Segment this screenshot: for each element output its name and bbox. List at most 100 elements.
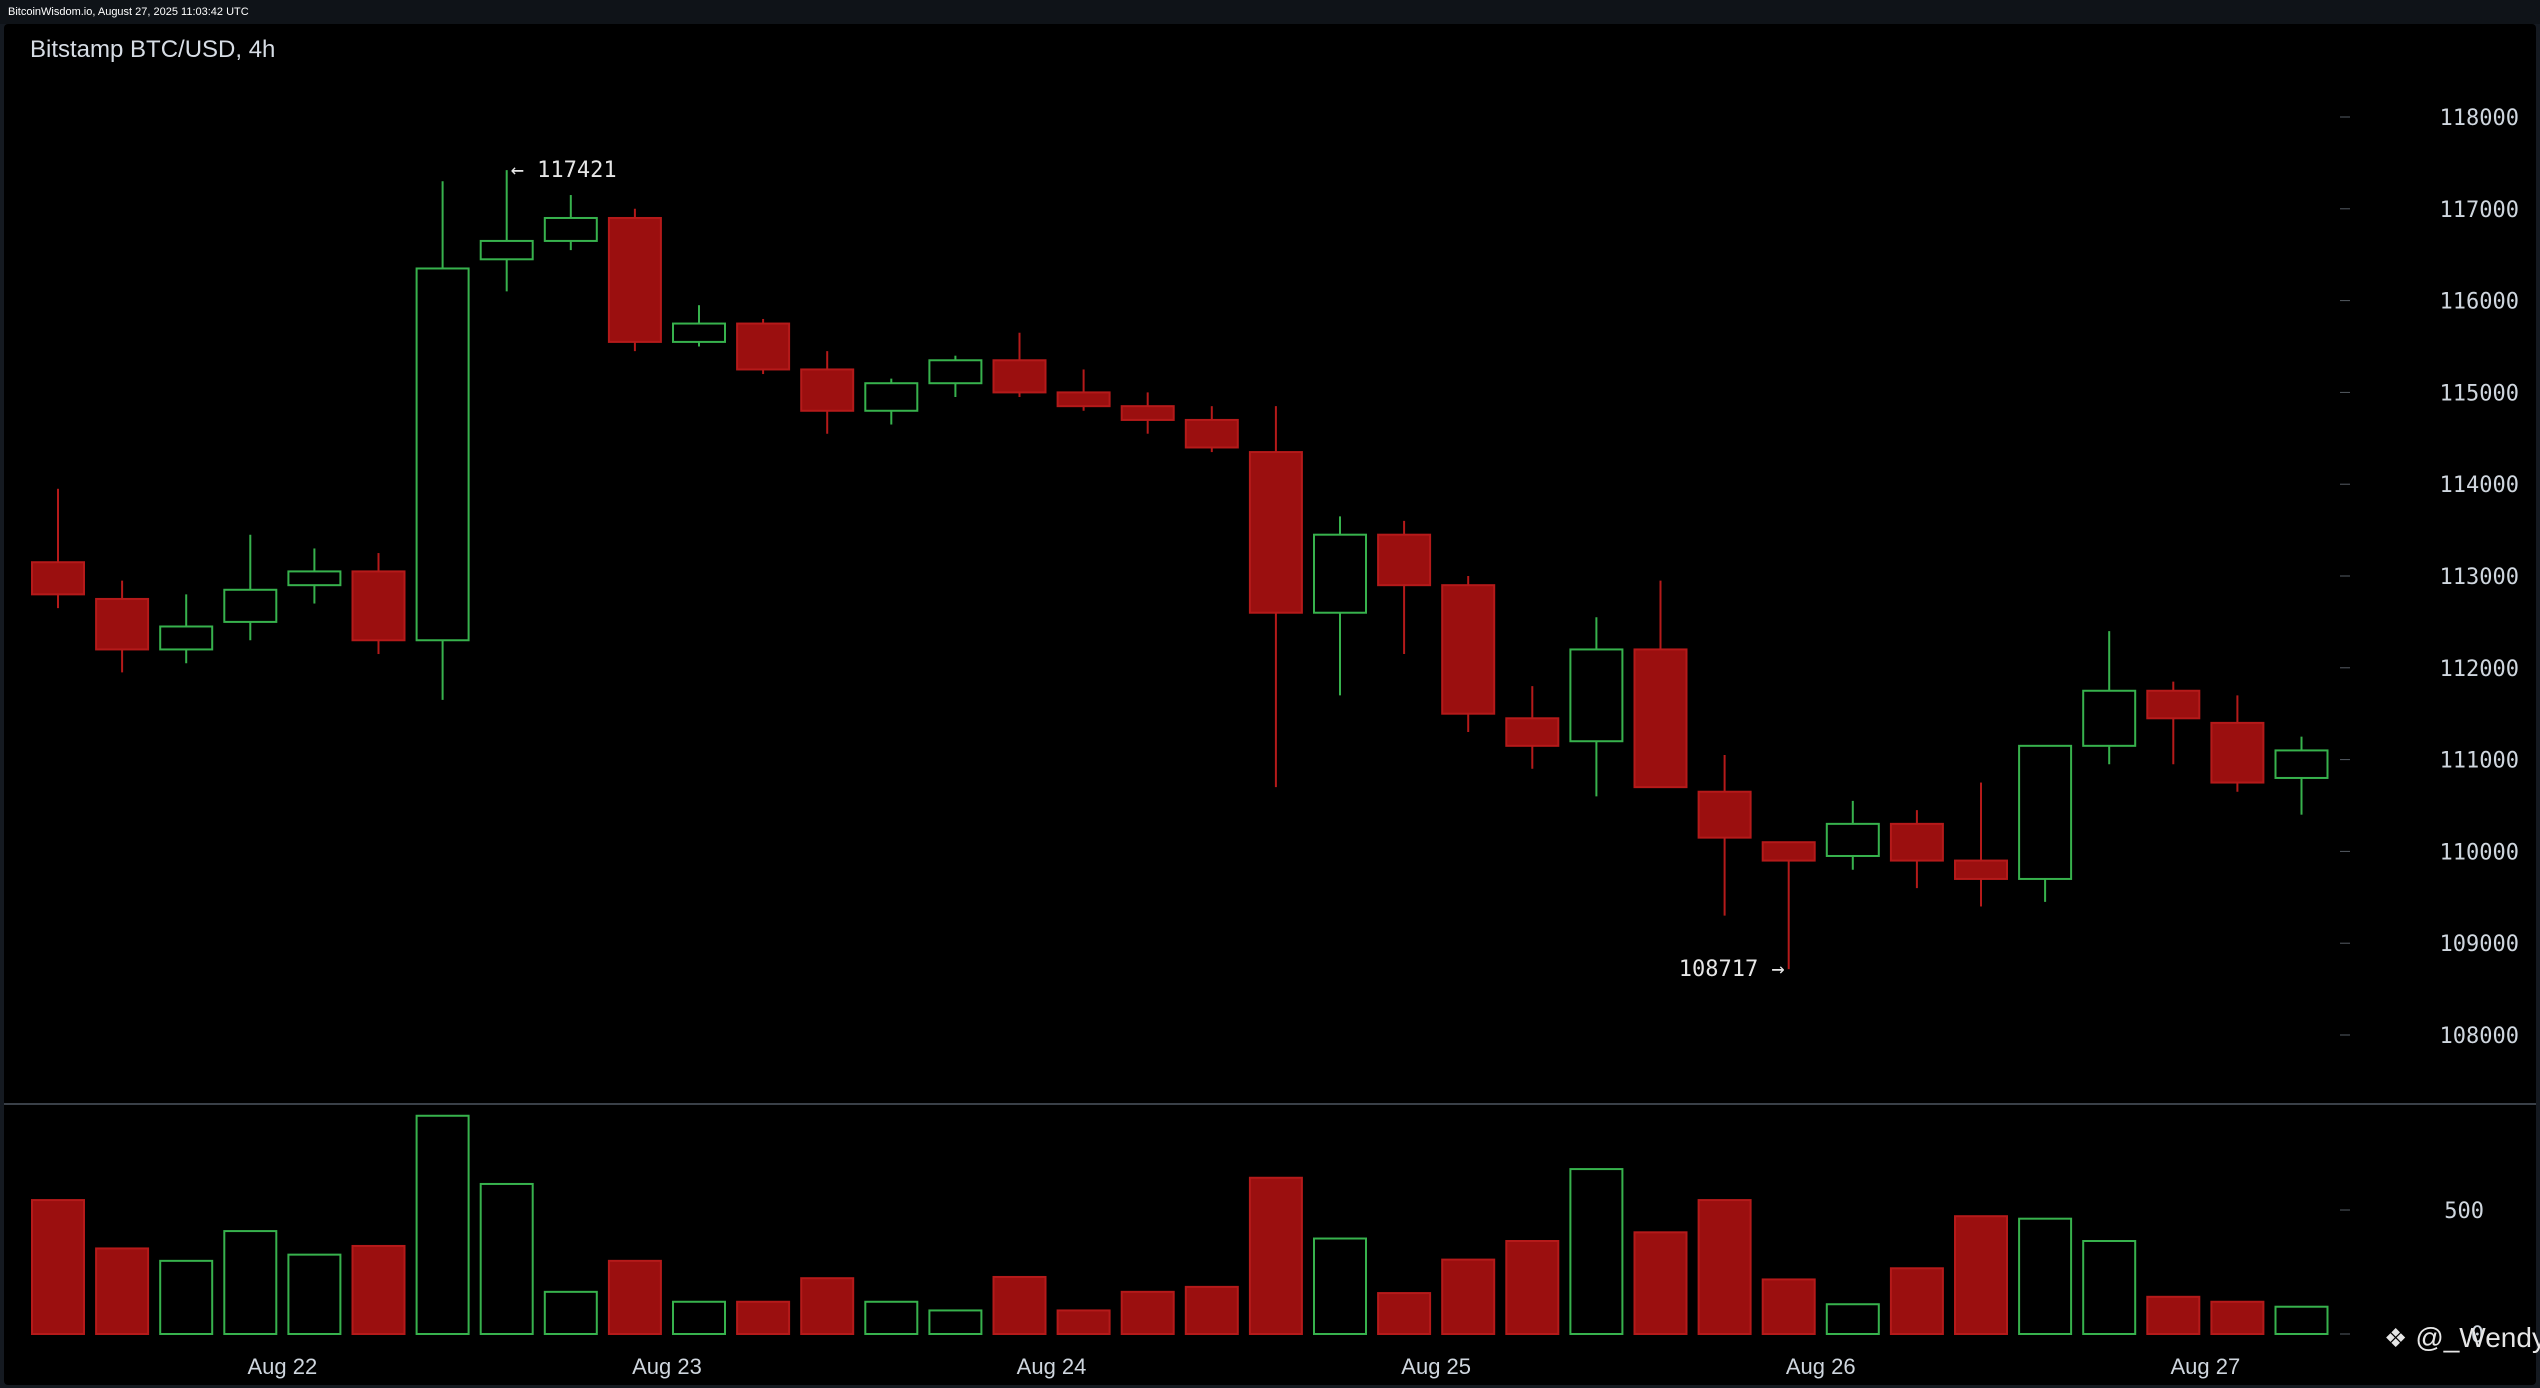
volume-bar-down: [2146, 1295, 2201, 1336]
volume-bar-up: [543, 1290, 598, 1335]
candle-down: [736, 318, 791, 375]
candles-layer: [31, 170, 2329, 970]
candle-body: [1889, 822, 1944, 862]
chart-title: Bitstamp BTC/USD, 4h: [30, 36, 276, 63]
annotations-layer: ← 117421 108717 →: [511, 158, 1785, 982]
price-tick-label: 108000: [2440, 1024, 2519, 1049]
candle-body: [1248, 451, 1303, 614]
candle-down: [31, 488, 85, 609]
candle-down: [1056, 369, 1111, 411]
candle-up: [1825, 800, 1880, 870]
volume-bar-up: [415, 1114, 470, 1336]
volume-bar-down: [1056, 1309, 1111, 1335]
candle-body: [992, 359, 1047, 394]
candle-body: [2082, 689, 2137, 747]
price-tick-label: 111000: [2440, 749, 2519, 774]
candle-up: [543, 195, 598, 251]
candle-up: [415, 181, 470, 700]
volume-bar-up: [287, 1253, 342, 1336]
volume-bar-up: [479, 1182, 534, 1335]
candle-down: [2210, 695, 2265, 792]
candle-body: [1569, 648, 1624, 743]
volume-bar-down: [1633, 1231, 1688, 1335]
volume-bar-down: [800, 1277, 855, 1335]
price-extreme-annotation: ← 117421: [511, 158, 617, 183]
candle-down: [1505, 686, 1560, 769]
volume-bar-up: [1313, 1237, 1367, 1336]
time-axis-label: Aug 27: [2170, 1354, 2240, 1379]
candle-body: [2146, 689, 2201, 720]
volume-bar-up: [1569, 1168, 1624, 1335]
candle-down: [1120, 392, 1175, 434]
price-tick-label: 118000: [2440, 106, 2519, 131]
candle-up: [479, 170, 534, 292]
volume-bar-down: [1697, 1199, 1752, 1335]
price-tick-label: 114000: [2440, 473, 2519, 498]
candle-down: [1377, 520, 1432, 655]
volume-bar-down: [1889, 1267, 1944, 1336]
candle-up: [672, 305, 726, 347]
candle-body: [95, 597, 150, 651]
volume-bar-down: [95, 1247, 150, 1335]
candle-down: [1697, 755, 1752, 916]
candle-up: [159, 594, 214, 664]
candle-down: [1889, 810, 1944, 889]
candle-down: [1633, 580, 1688, 789]
candle-body: [1761, 841, 1816, 862]
candle-down: [1441, 576, 1496, 733]
candle-body: [2274, 749, 2329, 779]
volume-bar-up: [864, 1300, 919, 1336]
candle-up: [928, 355, 983, 397]
volume-bar-down: [351, 1244, 406, 1335]
candle-body: [351, 570, 406, 642]
price-tick-label: 116000: [2440, 290, 2519, 315]
volume-axis: 0 500: [2340, 1199, 2484, 1348]
volume-bar-down: [1761, 1278, 1816, 1335]
price-tick-label: 113000: [2440, 565, 2519, 590]
candle-body: [159, 625, 214, 651]
volume-bar-down: [1184, 1285, 1239, 1336]
candle-body: [1377, 533, 1432, 587]
candle-down: [1248, 406, 1303, 788]
candle-body: [2210, 721, 2265, 784]
volume-bar-up: [2018, 1217, 2073, 1336]
candle-down: [1954, 782, 2008, 907]
volume-bar-down: [1248, 1176, 1303, 1336]
candle-body: [543, 216, 598, 242]
candle-down: [1761, 841, 1816, 970]
volume-bar-up: [223, 1230, 278, 1335]
candle-up: [2082, 631, 2137, 765]
candle-body: [800, 368, 855, 412]
candle-body: [1184, 418, 1239, 449]
price-tick-label: 115000: [2440, 381, 2519, 406]
candle-body: [864, 382, 919, 412]
candle-down: [95, 580, 150, 673]
candle-body: [1505, 717, 1560, 747]
binance-diamond-icon: ❖: [2384, 1323, 2408, 1353]
price-tick-label: 110000: [2440, 840, 2519, 865]
volume-bar-down: [1120, 1290, 1175, 1335]
volume-bar-down: [1377, 1292, 1432, 1335]
volume-bar-up: [672, 1300, 726, 1336]
candle-body: [287, 570, 342, 587]
time-axis: Aug 22 Aug 23 Aug 24 Aug 25 Aug 26 Aug 27: [247, 1354, 2240, 1379]
volume-bar-up: [2082, 1240, 2137, 1335]
candle-up: [287, 548, 342, 604]
candle-body: [672, 322, 726, 343]
chart-panel: Bitstamp BTC/USD, 4h 108000 109000 110000 1…: [4, 24, 2536, 1385]
candle-body: [1441, 584, 1496, 715]
volume-tick-label: 500: [2444, 1199, 2484, 1224]
time-axis-label: Aug 22: [247, 1354, 317, 1379]
candle-up: [1313, 516, 1367, 696]
candle-body: [928, 359, 983, 385]
candle-down: [992, 332, 1047, 397]
volume-bar-up: [2274, 1305, 2329, 1335]
volume-bar-down: [1954, 1215, 2008, 1335]
price-extreme-annotation: 108717 →: [1679, 957, 1785, 982]
candle-up: [1569, 617, 1624, 797]
candle-body: [223, 588, 278, 623]
volume-bar-down: [31, 1199, 85, 1335]
candle-down: [800, 351, 855, 434]
volume-bar-up: [159, 1259, 214, 1335]
candle-body: [736, 322, 791, 371]
